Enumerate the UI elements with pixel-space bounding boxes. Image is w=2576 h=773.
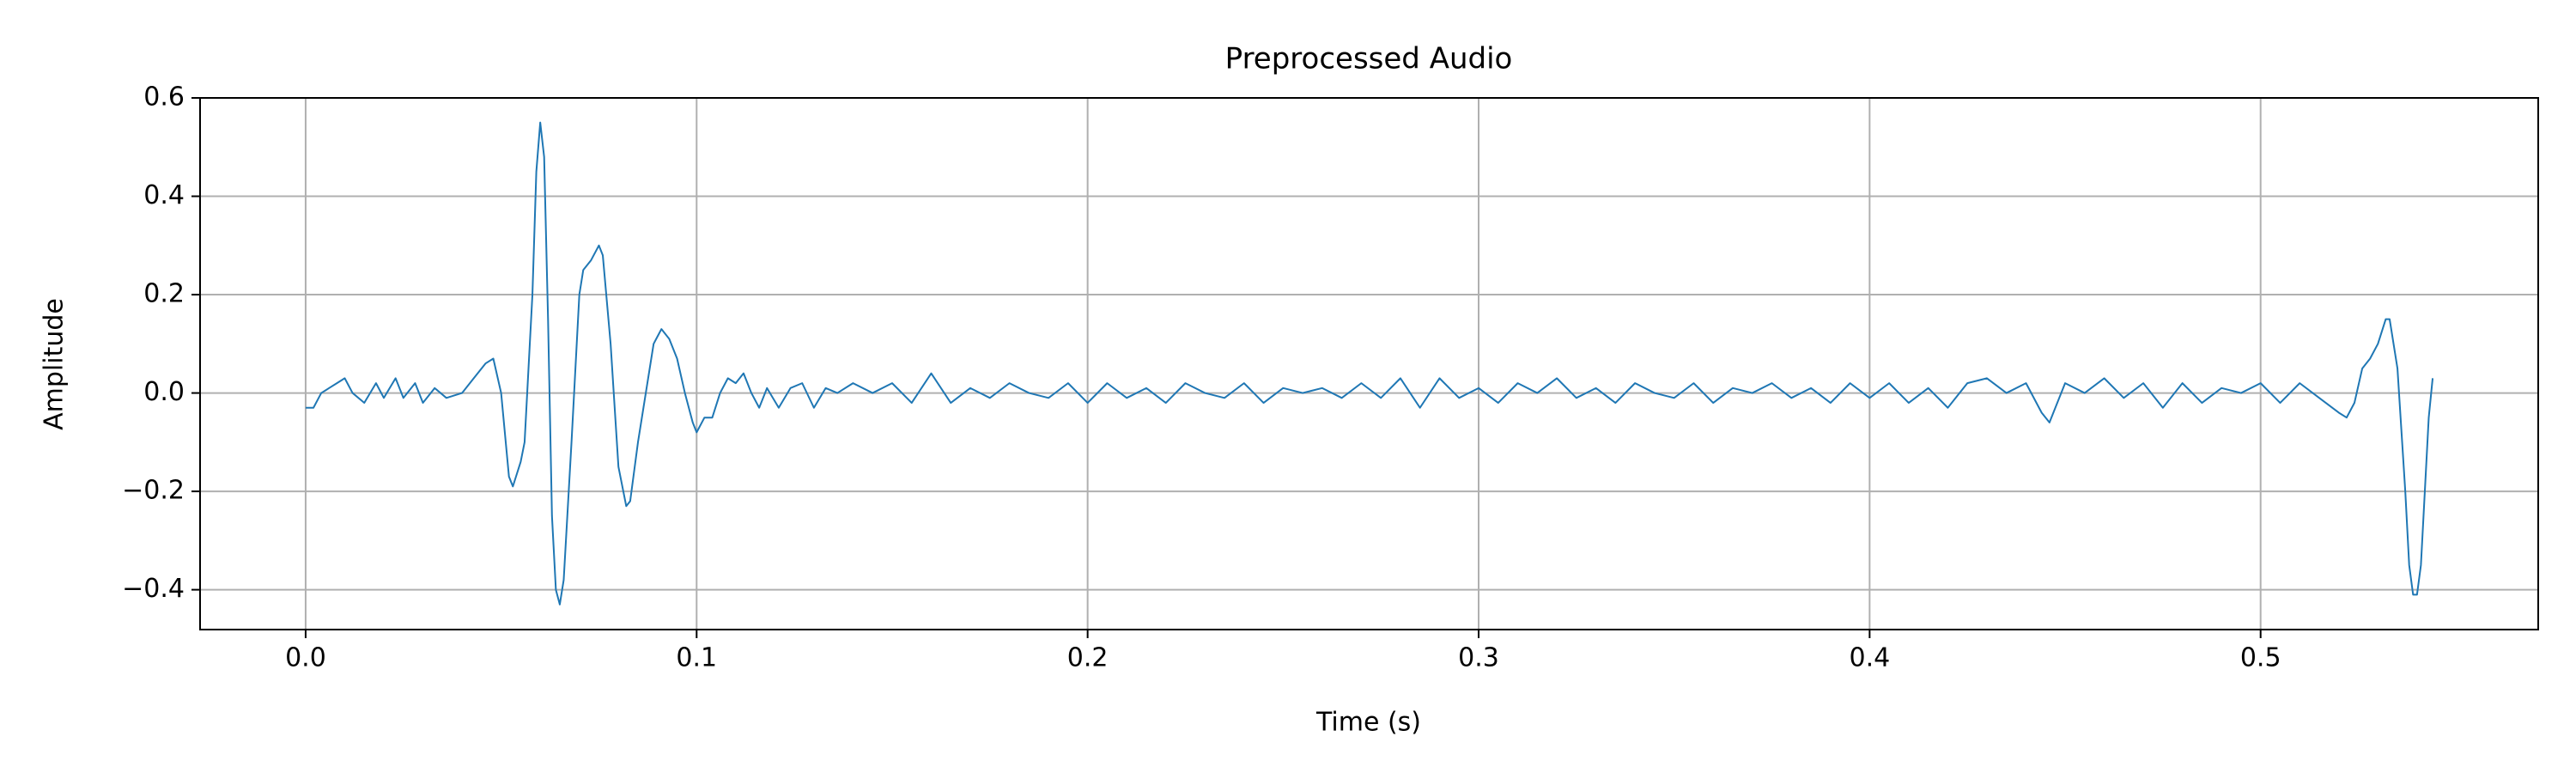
- x-tick-label: 0.4: [1849, 643, 1890, 673]
- y-tick-label: 0.4: [143, 180, 185, 210]
- x-tick-label: 0.0: [285, 643, 326, 673]
- y-axis-label: Amplitude: [39, 298, 70, 430]
- x-axis-label: Time (s): [1315, 708, 1421, 738]
- y-tick-label: 0.6: [143, 82, 185, 113]
- y-tick-label: −0.4: [122, 574, 185, 604]
- waveform-line: [305, 121, 2434, 606]
- plot-frame: [199, 97, 2539, 630]
- chart-title: Preprocessed Audio: [1225, 42, 1513, 76]
- y-tick-label: 0.2: [143, 279, 185, 309]
- x-tick-label: 0.2: [1067, 643, 1109, 673]
- y-tick-label: 0.0: [143, 377, 185, 407]
- x-tick-label: 0.5: [2240, 643, 2281, 673]
- x-tick-label: 0.3: [1458, 643, 1499, 673]
- y-tick-label: −0.2: [122, 476, 185, 506]
- x-tick-label: 0.1: [676, 643, 717, 673]
